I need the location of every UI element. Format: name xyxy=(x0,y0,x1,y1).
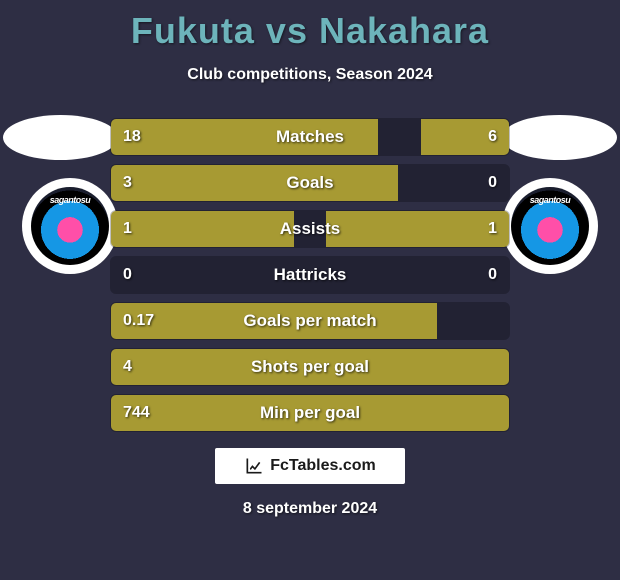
stat-row: 744Min per goal xyxy=(110,394,510,432)
stat-row: 0.17Goals per match xyxy=(110,302,510,340)
stat-bars: 186Matches 30Goals 11Assists 00Hattricks 0.1… xyxy=(110,118,510,440)
page-title: Fukuta vs Nakahara xyxy=(0,0,620,52)
stat-row: 30Goals xyxy=(110,164,510,202)
footer-date: 8 september 2024 xyxy=(0,500,620,518)
player-photo-left xyxy=(3,115,118,160)
stat-label: Assists xyxy=(111,211,509,247)
chart-icon xyxy=(244,456,264,476)
stat-row: 00Hattricks xyxy=(110,256,510,294)
stat-label: Hattricks xyxy=(111,257,509,293)
club-badge-left-inner xyxy=(31,187,109,265)
stat-label: Goals xyxy=(111,165,509,201)
stat-row: 4Shots per goal xyxy=(110,348,510,386)
page-subtitle: Club competitions, Season 2024 xyxy=(0,66,620,84)
club-badge-left xyxy=(22,178,118,274)
stat-row: 186Matches xyxy=(110,118,510,156)
stat-label: Shots per goal xyxy=(111,349,509,385)
footer-logo: FcTables.com xyxy=(215,448,405,484)
stat-row: 11Assists xyxy=(110,210,510,248)
club-badge-right-inner xyxy=(511,187,589,265)
player-photo-right xyxy=(502,115,617,160)
footer-logo-text: FcTables.com xyxy=(270,457,376,475)
stat-label: Matches xyxy=(111,119,509,155)
stat-label: Min per goal xyxy=(111,395,509,431)
stat-label: Goals per match xyxy=(111,303,509,339)
club-badge-right xyxy=(502,178,598,274)
